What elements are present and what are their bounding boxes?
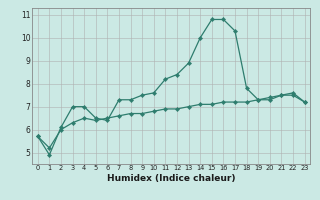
X-axis label: Humidex (Indice chaleur): Humidex (Indice chaleur) — [107, 174, 236, 183]
